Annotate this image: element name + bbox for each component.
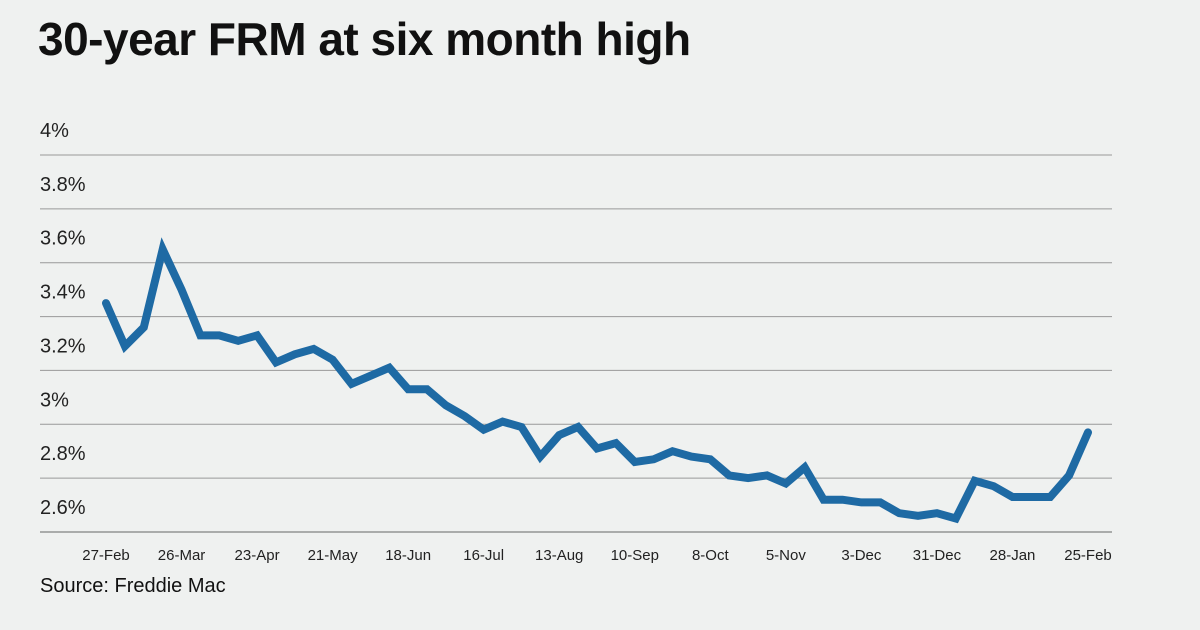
x-tick-label: 23-Apr: [235, 547, 280, 564]
source-note: Source: Freddie Mac: [40, 575, 226, 597]
x-tick-label: 26-Mar: [158, 547, 206, 564]
x-tick-label: 13-Aug: [535, 547, 583, 564]
x-tick-label: 28-Jan: [990, 547, 1036, 564]
y-tick-label: 3.2%: [40, 335, 86, 357]
y-tick-label: 3.6%: [40, 228, 86, 250]
x-tick-label: 31-Dec: [913, 547, 962, 564]
y-tick-label: 2.8%: [40, 443, 86, 465]
x-tick-label: 21-May: [308, 547, 359, 564]
y-tick-label: 2.6%: [40, 497, 86, 519]
y-tick-label: 4%: [40, 120, 69, 142]
y-tick-label: 3.8%: [40, 174, 86, 196]
x-tick-label: 5-Nov: [766, 547, 807, 564]
x-tick-label: 3-Dec: [841, 547, 882, 564]
x-tick-label: 18-Jun: [385, 547, 431, 564]
x-tick-label: 8-Oct: [692, 547, 730, 564]
x-tick-label: 10-Sep: [611, 547, 659, 564]
x-tick-label: 16-Jul: [463, 547, 504, 564]
y-tick-label: 3%: [40, 389, 69, 411]
chart-title: 30-year FRM at six month high: [38, 13, 691, 65]
x-tick-label: 27-Feb: [82, 547, 130, 564]
x-tick-label: 25-Feb: [1064, 547, 1112, 564]
y-tick-label: 3.4%: [40, 282, 86, 304]
